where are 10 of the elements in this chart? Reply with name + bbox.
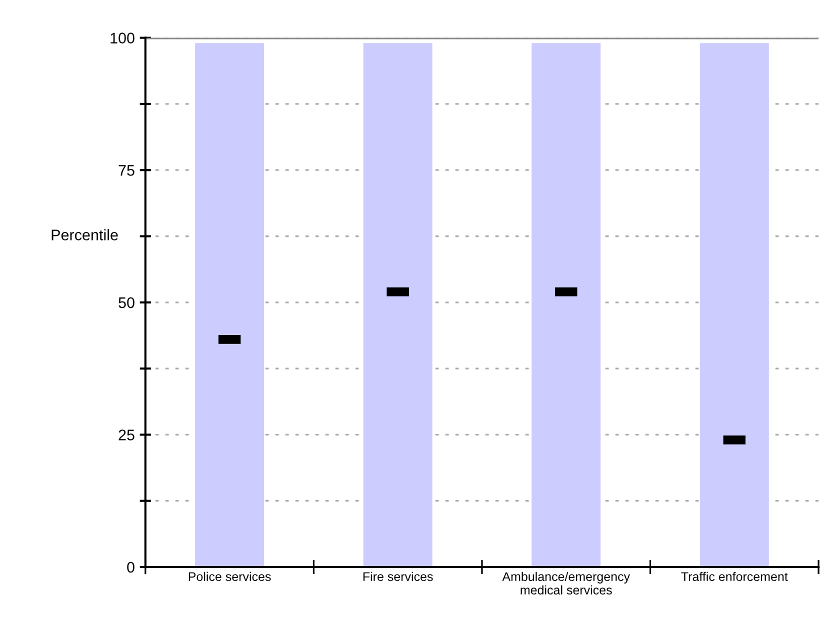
y-tick-label: 100 (110, 32, 134, 44)
y-tick-label: 25 (118, 430, 134, 440)
x-tick-label: Fire services (363, 572, 433, 582)
y-tick-label: 0 (127, 562, 134, 573)
y-tick-label: 50 (118, 297, 134, 308)
x-tick-label: Ambulance/emergency medical services (502, 572, 630, 595)
x-tick-label: Traffic enforcement (681, 572, 788, 582)
y-axis-title: Percentile (52, 229, 118, 240)
y-tick-label: 75 (118, 165, 134, 176)
x-tick-label: Police services (188, 572, 271, 582)
